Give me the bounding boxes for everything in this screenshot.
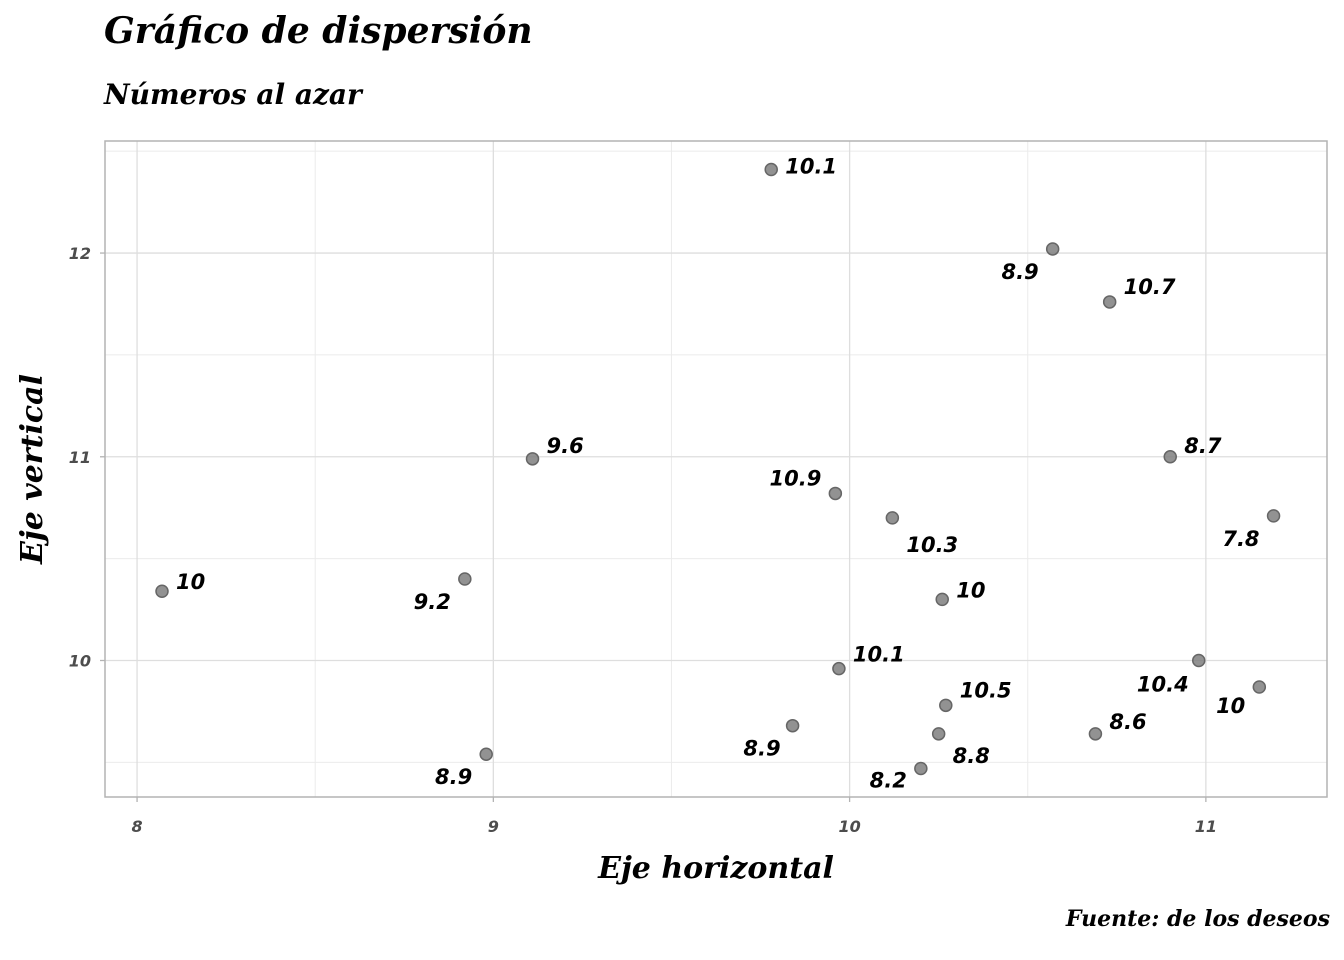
point-label: 10.3 <box>906 533 958 557</box>
scatter-point <box>885 511 900 525</box>
point-label: 10.4 <box>1137 673 1189 697</box>
x-tick-label: 8 <box>131 817 142 836</box>
point-label: 8.9 <box>743 737 780 761</box>
point-label: 10.9 <box>770 466 822 490</box>
point-label: 10.1 <box>853 643 905 667</box>
point-label: 8.7 <box>1184 434 1222 458</box>
point-label: 10 <box>176 570 205 594</box>
scatter-point <box>155 584 169 598</box>
point-label: 9.6 <box>547 434 584 458</box>
y-axis-ticks: 10 11 12 <box>69 244 105 671</box>
scatter-point <box>828 486 843 501</box>
grid-major <box>105 141 1327 797</box>
scatter-point <box>785 718 800 733</box>
panel-border <box>104 140 1328 798</box>
scatter-point <box>1252 680 1267 694</box>
point-label: 8.9 <box>435 765 472 789</box>
point-label: 8.6 <box>1109 710 1146 734</box>
chart-subtitle: Números al azar <box>104 78 362 111</box>
grid-minor <box>105 141 1327 797</box>
point-label: 10 <box>956 578 985 602</box>
scatter-point <box>458 572 472 586</box>
scatter-point <box>1191 653 1206 668</box>
scatter-point <box>479 747 493 761</box>
scatter-point <box>525 452 540 466</box>
point-label: 8.8 <box>953 744 990 768</box>
scatter-point <box>1088 727 1103 741</box>
scatter-point <box>914 761 928 776</box>
x-tick-label: 10 <box>838 817 860 836</box>
scatter-point <box>1102 295 1117 309</box>
y-tick-label: 12 <box>69 244 91 263</box>
point-label: 10 <box>1216 694 1245 718</box>
y-axis-title: Eje vertical <box>15 374 50 565</box>
point-label: 8.2 <box>870 768 907 792</box>
y-tick-label: 11 <box>69 448 91 467</box>
x-axis-title: Eje horizontal <box>597 851 834 886</box>
scatter-point <box>1163 450 1177 464</box>
scatter-point <box>1266 509 1281 523</box>
data-points <box>155 162 1281 776</box>
point-label: 10.7 <box>1124 275 1176 299</box>
point-label: 10.5 <box>960 678 1012 702</box>
scatter-point <box>935 592 949 607</box>
scatter-point <box>764 162 778 177</box>
x-axis-ticks: 8 9 10 11 <box>131 797 1217 836</box>
scatter-point <box>1045 242 1060 256</box>
chart-caption: Fuente: de los deseos <box>1065 906 1330 932</box>
point-label: 8.9 <box>1001 260 1038 284</box>
data-labels: 10.1 8.9 10.7 9.6 8.7 10.9 10.3 7.8 10 9.2 10 10.1 1… <box>176 155 1260 793</box>
point-label: 9.2 <box>414 590 451 614</box>
panel-background <box>105 141 1327 797</box>
chart-title: Gráfico de dispersión <box>104 10 533 52</box>
scatter-point <box>939 698 953 713</box>
point-label: 10.1 <box>785 155 837 179</box>
point-label: 7.8 <box>1222 527 1259 551</box>
x-tick-label: 9 <box>488 817 499 836</box>
scatter-point <box>931 727 946 741</box>
y-tick-label: 10 <box>69 652 91 671</box>
x-tick-label: 11 <box>1195 817 1217 836</box>
scatter-point <box>832 661 846 676</box>
